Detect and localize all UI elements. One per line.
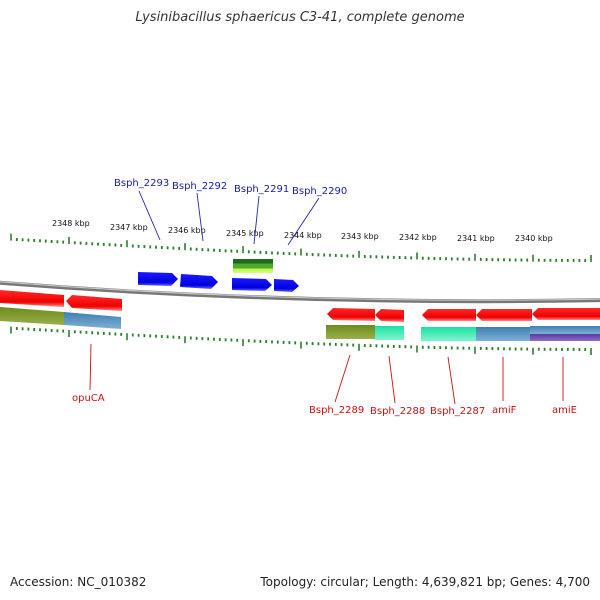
reverse-gene-labels: opuCA Bsph_2289 Bsph_2288 Bsph_2287 amiF… [72, 343, 577, 417]
gene-label-bsph-2291[interactable]: Bsph_2291 [234, 184, 289, 195]
gene-arrow-opuca[interactable] [66, 295, 122, 311]
gene-label-bsph-2293[interactable]: Bsph_2293 [114, 178, 169, 189]
gene-label-bsph-2287[interactable]: Bsph_2287 [430, 406, 485, 417]
gene-arrow-bsph-2292[interactable] [180, 274, 218, 289]
ruler-label: 2341 kbp [457, 234, 495, 243]
gene-label-amie[interactable]: amiE [552, 405, 577, 416]
gene-arrow-left-edge[interactable] [0, 290, 64, 307]
leader-line [253, 195, 260, 245]
ruler-label: 2345 kbp [226, 229, 264, 238]
gene-arrow-bsph-2291[interactable] [232, 278, 272, 291]
ruler-label: 2342 kbp [399, 233, 437, 242]
reverse-genes [0, 290, 600, 341]
gene-arrow-amie[interactable] [532, 308, 600, 320]
leader-line [334, 354, 351, 403]
feature-steel-far [530, 326, 600, 334]
leader-line [138, 190, 161, 241]
leader-line [447, 356, 456, 405]
feature-steel-left [64, 312, 121, 329]
feature-aqua-mid [375, 326, 404, 340]
gene-label-opuca[interactable]: opuCA [72, 393, 105, 404]
gene-label-bsph-2288[interactable]: Bsph_2288 [370, 406, 425, 417]
gene-label-bsph-2292[interactable]: Bsph_2292 [172, 181, 227, 192]
leader-line [196, 192, 204, 242]
accession-text: Accession: NC_010382 [10, 575, 147, 589]
ruler-label: 2346 kbp [168, 226, 206, 235]
forward-genes [138, 259, 299, 292]
ruler-label: 2343 kbp [341, 232, 379, 241]
feature-purple-far [530, 334, 600, 341]
ruler-label: 2344 kbp [284, 231, 322, 240]
feature-aqua-right [421, 327, 476, 341]
leader-line [287, 197, 320, 246]
gene-feature-stack [233, 259, 273, 273]
ruler-label: 2347 kbp [110, 223, 148, 232]
genome-backbone [0, 280, 600, 304]
forward-gene-labels: Bsph_2293 Bsph_2292 Bsph_2291 Bsph_2290 [114, 178, 347, 246]
gene-label-bsph-2290[interactable]: Bsph_2290 [292, 186, 347, 197]
genome-backbone-highlight [0, 281, 600, 301]
gene-arrow-bsph-2289[interactable] [327, 308, 375, 321]
ruler-ticks-inner [10, 326, 592, 355]
map-title: Lysinibacillus sphaericus C3-41, complet… [135, 10, 465, 25]
gene-label-amif[interactable]: amiF [492, 405, 517, 416]
leader-line [388, 355, 396, 404]
ruler-labels: 2348 kbp 2347 kbp 2346 kbp 2345 kbp 2344… [52, 219, 553, 243]
leader-line [89, 343, 92, 391]
ruler-ticks-outer [10, 233, 592, 262]
gene-label-bsph-2289[interactable]: Bsph_2289 [309, 405, 364, 416]
ruler-label: 2348 kbp [52, 219, 90, 228]
feature-olive-mid [326, 325, 375, 339]
feature-olive-left [0, 307, 64, 325]
genome-summary-text: Topology: circular; Length: 4,639,821 bp… [260, 575, 590, 589]
gene-arrow-bsph-2287[interactable] [422, 309, 476, 321]
gene-arrow-bsph-2288[interactable] [375, 309, 404, 322]
gene-arrow-amif[interactable] [476, 309, 532, 321]
gene-arrow-bsph-2293[interactable] [138, 272, 178, 286]
gene-arrow-bsph-2290[interactable] [274, 279, 299, 292]
feature-steel-right [476, 327, 530, 341]
ruler-label: 2340 kbp [515, 234, 553, 243]
